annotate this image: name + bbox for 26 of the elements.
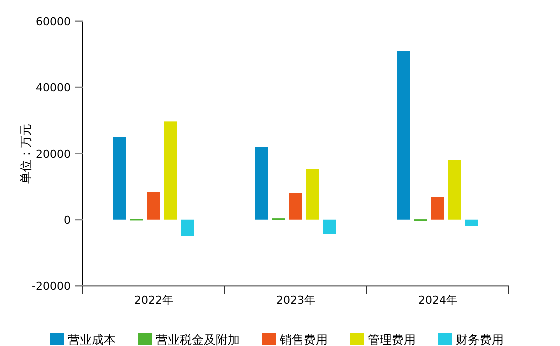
y-tick-label: -20000 [32, 280, 71, 293]
y-axis-title: 单位：万元 [19, 124, 33, 184]
bar [114, 137, 126, 220]
bar [306, 169, 320, 220]
bar [148, 192, 160, 220]
legend-label: 财务费用 [456, 333, 504, 346]
bar [182, 220, 194, 236]
legend-label: 管理费用 [368, 333, 416, 346]
bar [324, 220, 336, 234]
y-tick-label: 40000 [36, 82, 71, 95]
x-tick-label: 2024年 [418, 294, 458, 307]
bar [256, 147, 268, 220]
y-tick-label: 0 [64, 214, 71, 227]
legend-label: 营业税金及附加 [156, 333, 240, 346]
bar [398, 51, 410, 220]
bar [448, 160, 462, 220]
bar [432, 197, 444, 220]
y-tick-label: 60000 [36, 16, 71, 28]
bar [466, 220, 478, 226]
bar [290, 193, 302, 220]
legend-label: 营业成本 [68, 333, 116, 346]
legend-label: 销售费用 [279, 333, 328, 346]
x-tick-label: 2023年 [276, 294, 316, 307]
y-tick-label: 20000 [36, 148, 71, 161]
bar [164, 122, 178, 220]
x-tick-label: 2022年 [134, 294, 174, 307]
